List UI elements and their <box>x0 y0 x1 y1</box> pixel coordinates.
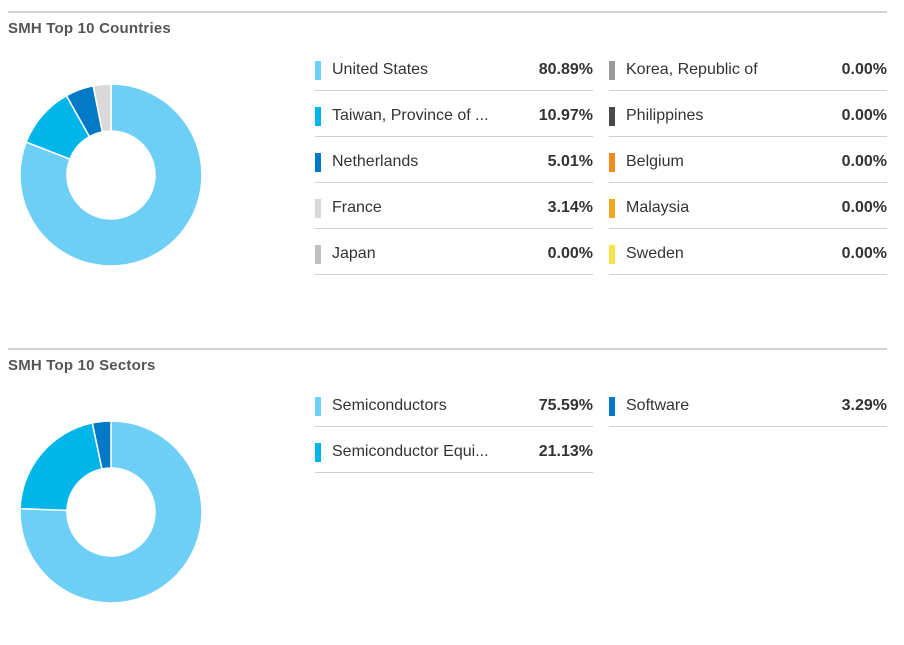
legend-item-semiconductors[interactable]: Semiconductors 75.59% <box>315 382 593 427</box>
legend-value: 0.00% <box>841 245 887 262</box>
legend-swatch <box>609 245 615 264</box>
legend-swatch <box>609 61 615 80</box>
legend-item-software[interactable]: Software 3.29% <box>609 382 887 427</box>
legend-label: Japan <box>332 245 376 262</box>
legend-column-right: Software 3.29% <box>609 382 887 428</box>
legend-swatch <box>315 199 321 218</box>
donut-slice-france[interactable] <box>92 83 112 133</box>
legend-swatch <box>315 61 321 80</box>
legend-value: 0.00% <box>841 199 887 216</box>
legend-label: France <box>332 199 382 216</box>
section-divider <box>8 11 887 13</box>
legend-column-right: Korea, Republic of 0.00% Philippines 0.00% B… <box>609 46 887 276</box>
countries-section: SMH Top 10 Countries United States 80.89%… <box>8 11 887 301</box>
legend-value: 0.00% <box>841 153 887 170</box>
legend-value: 0.00% <box>547 245 593 262</box>
legend-item-taiwan-province-of[interactable]: Taiwan, Province of ... 10.97% <box>315 92 593 137</box>
sectors-donut-chart <box>19 420 203 604</box>
legend-label: Malaysia <box>626 199 690 216</box>
legend-value: 21.13% <box>538 443 593 460</box>
legend-item-belgium[interactable]: Belgium 0.00% <box>609 138 887 183</box>
legend-value: 5.01% <box>547 153 593 170</box>
legend-swatch <box>315 153 321 172</box>
donut-slice-united-states[interactable] <box>19 83 203 267</box>
legend-item-philippines[interactable]: Philippines 0.00% <box>609 92 887 137</box>
legend-item-sweden[interactable]: Sweden 0.00% <box>609 230 887 275</box>
legend-swatch <box>609 199 615 218</box>
legend-value: 75.59% <box>538 397 593 414</box>
legend-swatch <box>609 107 615 126</box>
legend-item-malaysia[interactable]: Malaysia 0.00% <box>609 184 887 229</box>
legend-column-left: Semiconductors 75.59% Semiconductor Equi..… <box>315 382 593 474</box>
countries-title: SMH Top 10 Countries <box>8 20 171 37</box>
sectors-title: SMH Top 10 Sectors <box>8 357 156 374</box>
legend-label: United States <box>332 61 429 78</box>
legend-label: Netherlands <box>332 153 419 170</box>
sectors-section: SMH Top 10 Sectors Semiconductors 75.59% S… <box>8 348 887 638</box>
legend-item-semiconductor-equi[interactable]: Semiconductor Equi... 21.13% <box>315 428 593 473</box>
legend-label: Software <box>626 397 690 414</box>
legend-label: Korea, Republic of <box>626 61 758 78</box>
legend-value: 80.89% <box>538 61 593 78</box>
legend-label: Belgium <box>626 153 684 170</box>
legend-item-korea-republic-of[interactable]: Korea, Republic of 0.00% <box>609 46 887 91</box>
legend-column-left: United States 80.89% Taiwan, Province of .… <box>315 46 593 276</box>
legend-item-france[interactable]: France 3.14% <box>315 184 593 229</box>
legend-label: Taiwan, Province of ... <box>332 107 489 124</box>
countries-donut-chart <box>19 83 203 267</box>
legend-item-netherlands[interactable]: Netherlands 5.01% <box>315 138 593 183</box>
legend-label: Semiconductor Equi... <box>332 443 489 460</box>
section-divider <box>8 348 887 350</box>
legend-value: 10.97% <box>538 107 593 124</box>
legend-swatch <box>315 443 321 462</box>
legend-swatch <box>315 245 321 264</box>
donut-slice-software[interactable] <box>91 420 112 470</box>
legend-swatch <box>315 397 321 416</box>
legend-label: Philippines <box>626 107 704 124</box>
legend-value: 3.14% <box>547 199 593 216</box>
donut-slice-semiconductors[interactable] <box>19 420 203 604</box>
legend-item-united-states[interactable]: United States 80.89% <box>315 46 593 91</box>
legend-label: Sweden <box>626 245 684 262</box>
legend-value: 3.29% <box>841 397 887 414</box>
legend-label: Semiconductors <box>332 397 447 414</box>
legend-swatch <box>609 397 615 416</box>
legend-value: 0.00% <box>841 107 887 124</box>
legend-value: 0.00% <box>841 61 887 78</box>
donut-slice-semiconductor-equi[interactable] <box>19 422 103 512</box>
legend-swatch <box>609 153 615 172</box>
legend-item-japan[interactable]: Japan 0.00% <box>315 230 593 275</box>
legend-swatch <box>315 107 321 126</box>
